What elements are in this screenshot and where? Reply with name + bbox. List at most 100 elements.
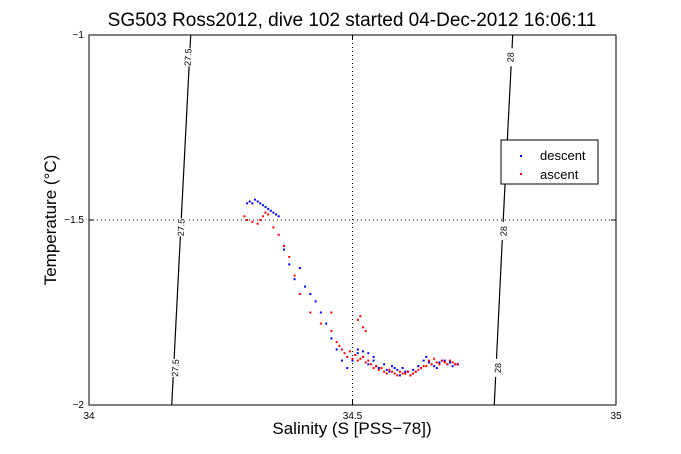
data-point-descent <box>435 367 438 369</box>
data-point-ascent <box>364 330 367 332</box>
data-point-ascent <box>393 372 396 375</box>
data-point-ascent <box>443 361 446 364</box>
data-point-ascent <box>259 219 262 221</box>
data-point-ascent <box>288 256 291 258</box>
data-point-descent <box>325 322 328 325</box>
data-point-descent <box>330 337 333 340</box>
legend-marker-descent <box>520 155 522 157</box>
data-point-descent <box>396 368 399 371</box>
data-point-descent <box>251 202 254 205</box>
data-point-ascent <box>282 244 285 247</box>
data-point-descent <box>259 202 262 205</box>
data-point-ascent <box>298 293 301 295</box>
data-point-ascent <box>348 350 351 353</box>
data-point-descent <box>269 209 272 212</box>
data-point-descent <box>304 285 307 288</box>
data-point-ascent <box>335 341 338 344</box>
data-point-ascent <box>338 344 341 347</box>
axis-ticks: 34 34.5 35 −2 −1.5 −1 <box>64 30 622 422</box>
data-point-ascent <box>430 363 433 366</box>
data-point-descent <box>256 200 259 203</box>
data-points <box>243 198 459 377</box>
data-point-descent <box>293 278 296 281</box>
data-point-ascent <box>391 370 394 373</box>
data-point-ascent <box>330 330 333 332</box>
data-point-ascent <box>427 359 430 362</box>
data-point-ascent <box>346 355 349 358</box>
legend: descent ascent <box>500 139 599 185</box>
density-contours: 27.5 27.5 27.5 28 28 28 <box>169 34 517 406</box>
legend-label-ascent: ascent <box>540 167 579 182</box>
data-point-descent <box>309 293 312 295</box>
data-point-descent <box>388 370 391 373</box>
data-point-descent <box>282 248 285 251</box>
data-point-descent <box>372 355 375 358</box>
data-point-ascent <box>385 372 388 375</box>
data-point-ascent <box>417 368 420 371</box>
data-point-descent <box>383 363 386 366</box>
data-point-ascent <box>414 370 417 373</box>
data-point-ascent <box>277 233 280 236</box>
data-point-descent <box>425 355 428 358</box>
data-point-ascent <box>454 363 457 366</box>
data-point-descent <box>417 365 420 368</box>
data-point-ascent <box>267 213 270 216</box>
data-point-ascent <box>309 311 312 314</box>
data-point-descent <box>377 367 380 369</box>
data-point-ascent <box>422 365 425 368</box>
data-point-ascent <box>340 348 343 351</box>
data-point-ascent <box>383 370 386 373</box>
y-axis-label: Temperature (°C) <box>41 155 60 286</box>
data-point-ascent <box>409 374 412 377</box>
data-point-ascent <box>420 367 423 369</box>
data-point-descent <box>372 359 375 362</box>
data-point-descent <box>367 363 370 366</box>
data-point-ascent <box>404 372 407 375</box>
legend-box <box>500 139 599 185</box>
data-point-ascent <box>377 368 380 371</box>
data-point-ascent <box>272 226 275 229</box>
data-point-descent <box>448 361 451 364</box>
data-point-descent <box>288 263 291 266</box>
data-point-descent <box>246 202 249 205</box>
data-point-descent <box>367 352 370 355</box>
data-point-descent <box>335 348 338 351</box>
data-point-ascent <box>396 374 399 377</box>
contour-label: 27.5 <box>176 218 187 236</box>
data-point-descent <box>401 367 404 369</box>
x-tick-label: 35 <box>610 411 622 422</box>
x-axis-label: Salinity (S [PSS−78]) <box>272 419 431 438</box>
data-point-ascent <box>369 363 372 366</box>
data-point-ascent <box>398 370 401 373</box>
data-point-ascent <box>351 357 354 360</box>
data-point-ascent <box>375 365 378 368</box>
data-point-descent <box>385 368 388 371</box>
data-point-ascent <box>446 363 449 366</box>
contour-label: 28 <box>505 52 515 63</box>
data-point-ascent <box>359 357 362 360</box>
data-point-descent <box>398 374 401 377</box>
data-point-ascent <box>451 361 454 364</box>
grid <box>89 35 616 405</box>
data-point-ascent <box>438 363 441 366</box>
data-point-ascent <box>388 368 391 371</box>
data-point-ascent <box>456 363 459 366</box>
data-point-ascent <box>356 359 359 362</box>
contour-label-bg <box>182 47 194 67</box>
data-point-ascent <box>364 361 367 364</box>
contour-label: 28 <box>493 363 503 374</box>
data-point-descent <box>261 204 264 207</box>
data-point-ascent <box>243 215 246 218</box>
data-point-descent <box>275 213 278 216</box>
data-point-descent <box>267 207 270 210</box>
density-contour-line <box>493 34 514 406</box>
data-point-descent <box>272 211 275 214</box>
data-point-descent <box>443 359 446 362</box>
data-point-ascent <box>330 311 333 314</box>
data-point-ascent <box>435 361 438 364</box>
contour-label: 27.5 <box>170 359 181 377</box>
data-point-descent <box>356 352 359 355</box>
data-point-ascent <box>293 274 296 277</box>
data-point-descent <box>314 300 317 303</box>
legend-label-descent: descent <box>540 148 586 163</box>
